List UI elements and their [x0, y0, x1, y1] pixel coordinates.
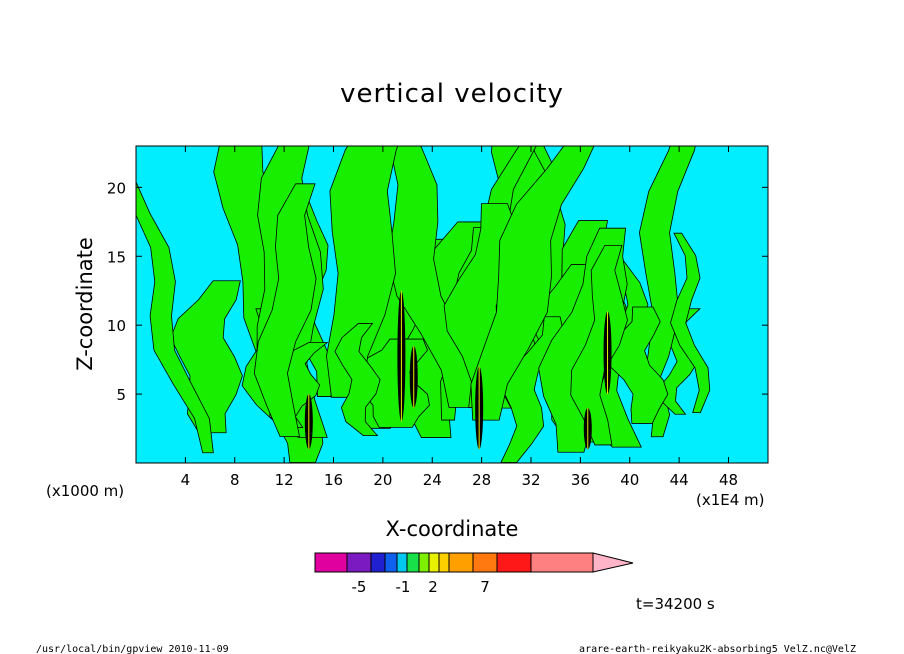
colorbar-box — [418, 552, 430, 573]
x-unit-right: (x1E4 m) — [696, 491, 765, 509]
colorbar-label: 2 — [428, 578, 438, 596]
colorbar-labels: -5 -1 2 7 — [352, 578, 490, 596]
x-tick-label: 16 — [324, 471, 343, 489]
y-tick-label: 15 — [107, 248, 126, 266]
x-axis: 4 8 12 16 20 24 28 32 36 40 44 48 — [181, 146, 738, 489]
colorbar-box — [314, 552, 348, 573]
colorbar-box — [530, 552, 594, 573]
positive-region — [253, 183, 317, 437]
colorbar-label: 7 — [480, 578, 490, 596]
y-axis: 5 10 15 20 — [107, 179, 768, 404]
x-tick-label: 20 — [373, 471, 392, 489]
positive-region — [334, 323, 381, 437]
plot-area — [135, 145, 769, 464]
positive-region — [670, 232, 711, 414]
colorbar-box — [396, 552, 408, 573]
velocity-field — [136, 146, 711, 463]
x-tick-label: 4 — [181, 471, 191, 489]
colorbar-box — [448, 552, 474, 573]
colorbar-extension — [592, 552, 634, 573]
x-axis-label: X-coordinate — [386, 517, 519, 541]
chart-title: vertical velocity — [340, 79, 564, 109]
colorbar-box — [428, 552, 440, 573]
y-tick-label: 20 — [107, 179, 126, 197]
footer-left: /usr/local/bin/gpview 2010-11-09 — [36, 644, 229, 654]
colorbar-box — [406, 552, 420, 573]
y-tick-label: 10 — [107, 317, 126, 335]
colorbar-box — [346, 552, 372, 573]
colorbar-box — [438, 552, 450, 573]
y-tick-label: 5 — [116, 386, 126, 404]
y-axis-label: Z-coordinate — [73, 237, 97, 371]
x-tick-label: 44 — [670, 471, 689, 489]
x-tick-label: 32 — [521, 471, 540, 489]
positive-region — [387, 146, 474, 408]
x-tick-label: 28 — [472, 471, 491, 489]
x-tick-label: 12 — [275, 471, 294, 489]
colorbar-box — [472, 552, 498, 573]
colorbar-box — [384, 552, 398, 573]
footer-right: arare-earth-reikyaku2K-absorbing5_VelZ.n… — [579, 644, 856, 654]
x-tick-label: 24 — [423, 471, 442, 489]
colorbar-label: -1 — [396, 578, 411, 596]
colorbar-label: -5 — [352, 578, 367, 596]
x-tick-label: 40 — [620, 471, 639, 489]
positive-region — [136, 181, 214, 454]
positive-region — [470, 146, 595, 421]
x-tick-label: 36 — [571, 471, 590, 489]
x-tick-label: 48 — [719, 471, 738, 489]
x-tick-label: 8 — [230, 471, 240, 489]
colorbar-box — [496, 552, 532, 573]
plot-frame — [135, 145, 769, 464]
colorbar — [314, 552, 634, 573]
x-unit-left: (x1000 m) — [46, 482, 124, 500]
colorbar-box — [370, 552, 386, 573]
time-label: t=34200 s — [636, 595, 715, 613]
positive-region — [326, 146, 399, 398]
